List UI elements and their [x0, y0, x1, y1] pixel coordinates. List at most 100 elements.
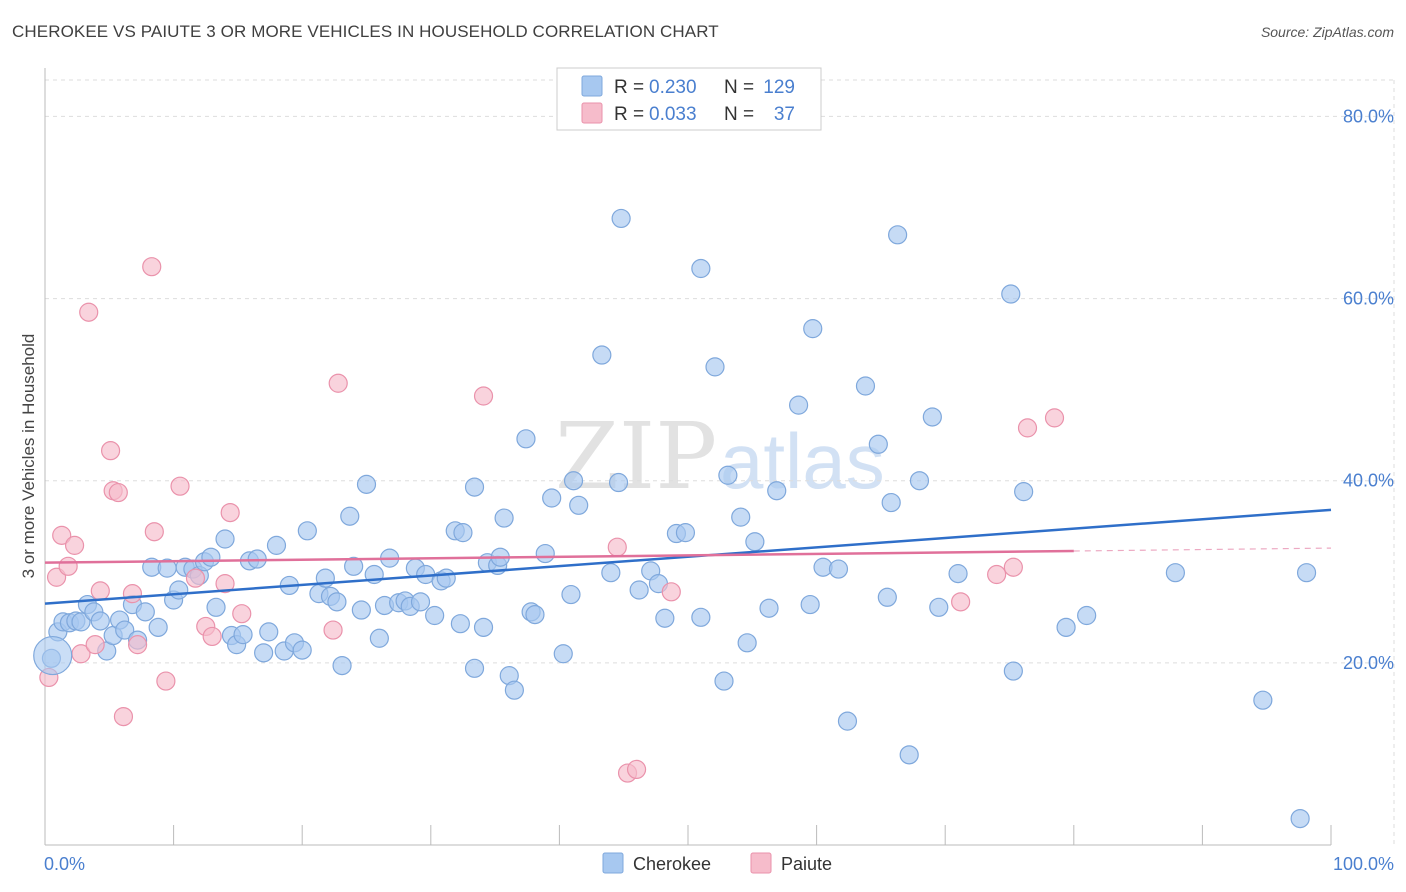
point-cherokee-87: [611, 208, 631, 229]
watermark-zip: ZIP: [555, 403, 717, 510]
point-cherokee-124: [1077, 605, 1097, 626]
point-cherokee-83: [569, 495, 589, 515]
point-cherokee-64: [450, 614, 470, 634]
point-cherokee-62: [436, 568, 456, 588]
point-paiute-28: [607, 537, 627, 557]
point-paiute-25: [323, 620, 343, 640]
point-cherokee-75: [516, 429, 536, 449]
point-cherokee-80: [553, 644, 573, 664]
trend-line-paiute: [44, 549, 1074, 564]
point-paiute-31: [661, 582, 681, 602]
point-cherokee-96: [705, 357, 725, 377]
legend-bottom-label-cherokee: Cherokee: [633, 854, 711, 874]
point-cherokee-47: [344, 556, 364, 576]
point-paiute-11: [108, 482, 128, 503]
legend-n-label-paiute: N =: [724, 104, 754, 125]
point-paiute-22: [215, 574, 235, 594]
point-paiute-24: [232, 604, 252, 624]
point-cherokee-67: [464, 658, 485, 678]
legend-n-value-cherokee: 129: [763, 77, 795, 98]
point-paiute-13: [122, 584, 143, 604]
point-paiute-3: [58, 556, 78, 576]
point-cherokee-84: [592, 345, 612, 365]
point-paiute-33: [987, 564, 1007, 585]
point-cherokee-103: [767, 481, 787, 501]
y-tick-label-80: 80.0%: [1343, 106, 1394, 126]
point-paiute-8: [90, 581, 110, 601]
y-axis-title: 3 or more Vehicles in Household: [19, 334, 38, 579]
point-cherokee-123: [1056, 617, 1076, 637]
point-cherokee-40: [297, 521, 317, 541]
point-cherokee-121: [1003, 661, 1023, 681]
point-cherokee-98: [718, 465, 738, 485]
point-cherokee-58: [410, 592, 431, 612]
y-tick-label-20: 20.0%: [1343, 653, 1394, 673]
legend-bottom-swatch-cherokee: [602, 852, 624, 874]
point-cherokee-34: [259, 622, 279, 642]
point-cherokee-12: [115, 620, 135, 640]
legend-top: R = 0.230 N = 129 R = 0.033 N = 37: [556, 67, 822, 131]
point-cherokee-118: [929, 597, 949, 617]
point-cherokee-15: [135, 602, 155, 622]
point-paiute-4: [64, 535, 85, 555]
point-cherokee-25: [201, 547, 221, 567]
point-cherokee-5: [71, 612, 91, 632]
legend-r-label-cherokee: R =: [614, 77, 644, 98]
point-cherokee-cluster: [33, 635, 73, 676]
legend-bottom-label-paiute: Paiute: [781, 854, 832, 874]
point-paiute-2: [52, 525, 72, 545]
point-paiute-19: [185, 568, 206, 588]
point-cherokee-95: [691, 607, 711, 627]
point-paiute-14: [127, 635, 148, 655]
point-cherokee-65: [453, 523, 473, 543]
point-cherokee-74: [504, 680, 524, 700]
point-cherokee-82: [563, 471, 584, 491]
point-cherokee-35: [266, 535, 287, 555]
point-paiute-34: [1003, 557, 1023, 577]
point-cherokee-109: [837, 711, 858, 731]
point-cherokee-112: [877, 587, 897, 607]
point-cherokee-81: [561, 584, 581, 605]
point-paiute-17: [156, 671, 176, 691]
legend-bottom-swatch-paiute: [750, 852, 772, 874]
point-paiute-18: [170, 476, 190, 496]
y-tick-label-60: 60.0%: [1343, 289, 1394, 309]
point-cherokee-100: [737, 633, 757, 653]
point-cherokee-126: [1253, 690, 1273, 710]
legend-bottom: Cherokee Paiute: [602, 852, 832, 874]
trend-line-dashed-paiute: [1073, 547, 1332, 552]
point-cherokee-116: [909, 471, 930, 491]
point-paiute-35: [1017, 418, 1038, 438]
point-cherokee-120: [1001, 284, 1021, 304]
legend-swatch-cherokee: [581, 75, 603, 97]
point-cherokee-44: [327, 592, 347, 612]
legend-n-label-cherokee: N =: [724, 77, 754, 98]
trend-lines: [44, 508, 1332, 605]
point-cherokee-106: [803, 319, 823, 339]
point-cherokee-125: [1165, 563, 1185, 583]
trend-line-cherokee: [44, 508, 1332, 605]
data-points: [33, 208, 1317, 829]
point-cherokee-127: [1290, 808, 1310, 829]
point-cherokee-119: [948, 564, 968, 584]
point-cherokee-39: [292, 640, 312, 660]
point-cherokee-94: [691, 258, 711, 279]
point-cherokee-46: [340, 506, 360, 526]
point-cherokee-20: [169, 580, 189, 600]
point-cherokee-60: [425, 605, 445, 626]
point-cherokee-93: [675, 523, 696, 543]
point-cherokee-45: [332, 655, 352, 676]
point-cherokee-49: [356, 474, 377, 494]
point-paiute-6: [79, 302, 99, 322]
point-cherokee-97: [714, 671, 734, 691]
point-cherokee-99: [731, 507, 751, 527]
point-cherokee-105: [800, 594, 820, 615]
point-cherokee-30: [233, 625, 253, 645]
point-paiute-27: [473, 386, 494, 406]
point-cherokee-26: [206, 597, 226, 617]
point-paiute-36: [1044, 408, 1065, 428]
point-cherokee-85: [601, 563, 621, 583]
point-paiute-26: [328, 373, 348, 393]
point-cherokee-101: [745, 532, 765, 552]
point-cherokee-48: [351, 600, 371, 620]
